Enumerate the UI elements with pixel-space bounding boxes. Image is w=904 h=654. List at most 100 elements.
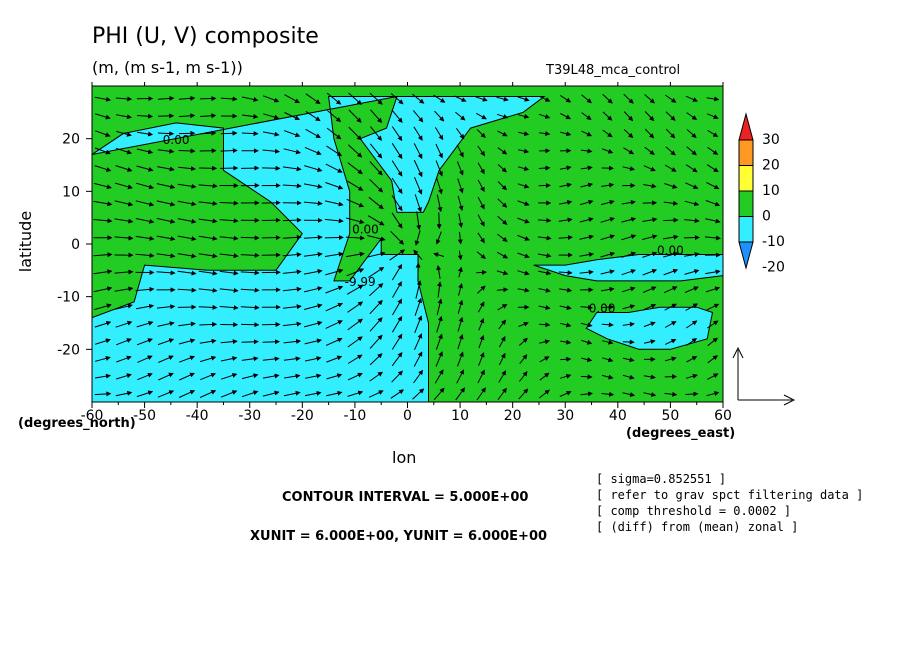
note-sigma: [ sigma=0.852551 ]	[596, 472, 727, 486]
wind-vector-272	[135, 235, 155, 241]
wind-vector-485	[199, 113, 217, 119]
wind-vector-435	[413, 143, 423, 160]
wind-vector-299	[704, 235, 721, 241]
wind-vector-42	[347, 372, 363, 381]
wind-vector-511	[115, 96, 133, 102]
wind-vector-472	[560, 131, 572, 137]
wind-vector-204	[600, 286, 615, 292]
wind-vector-150	[94, 303, 112, 311]
wind-vector-250	[303, 251, 323, 257]
wind-vector-394	[178, 166, 196, 172]
wind-vector-273	[156, 235, 176, 242]
wind-vector-185	[198, 287, 218, 293]
wind-vector-18	[476, 387, 486, 401]
wind-vector-201	[538, 287, 551, 293]
colorbar-label-2: 10	[762, 183, 780, 199]
wind-vector-450	[95, 130, 111, 137]
wind-vector-357	[663, 200, 679, 206]
colorbar-bottom-arrow	[738, 241, 754, 270]
wind-vector-481	[116, 114, 132, 120]
wind-vector-91	[116, 338, 132, 346]
wind-vector-443	[580, 148, 593, 154]
wind-vector-52	[559, 373, 572, 379]
wind-vector-404	[391, 160, 403, 177]
wind-vector-39	[284, 373, 301, 379]
wind-vector-84	[602, 357, 614, 363]
wind-vector-370	[303, 183, 323, 189]
wind-vector-28	[685, 391, 699, 397]
wind-vector-121	[115, 320, 133, 328]
wind-vector-81	[539, 356, 550, 363]
wind-vector-101	[325, 337, 343, 346]
wind-vector-36	[220, 373, 238, 380]
wind-vector-295	[621, 234, 637, 241]
wind-vector-119	[707, 337, 718, 347]
wind-vector-476	[644, 128, 655, 139]
wind-vector-451	[116, 130, 132, 137]
wind-vector-123	[157, 321, 175, 327]
wind-vector-226	[436, 265, 442, 279]
wind-vector-184	[177, 287, 197, 293]
wind-vector-466	[434, 127, 444, 141]
wind-vector-418	[685, 164, 698, 173]
wind-vector-11	[326, 390, 343, 397]
wind-vector-474	[602, 129, 613, 138]
wind-vector-386	[643, 183, 657, 189]
wind-vector-313	[367, 215, 385, 226]
wind-vector-346	[436, 194, 443, 213]
wind-vector-50	[519, 371, 528, 382]
wind-vector-152	[136, 303, 155, 310]
wind-vector-271	[114, 235, 134, 241]
wind-vector-114	[602, 339, 614, 345]
wind-vector-137	[457, 316, 464, 332]
wind-vector-53	[580, 374, 593, 380]
wind-vector-530	[517, 96, 530, 102]
wind-vector-217	[240, 270, 260, 276]
wind-vector-431	[326, 145, 343, 157]
wind-vector-532	[559, 94, 572, 103]
wind-vector-261	[537, 253, 552, 258]
wind-vector-436	[435, 143, 443, 159]
colorbar-label-5: -20	[762, 260, 785, 276]
wind-vector-211	[114, 269, 134, 275]
wind-vector-316	[436, 212, 442, 230]
wind-vector-520	[305, 93, 321, 105]
wind-vector-434	[391, 142, 403, 160]
wind-vector-390	[94, 165, 112, 172]
wind-vector-9	[283, 390, 301, 397]
wind-vector-468	[476, 129, 486, 138]
wind-vector-90	[94, 338, 111, 345]
wind-vector-24	[601, 391, 615, 397]
wind-vector-373	[369, 178, 384, 193]
wind-vector-411	[538, 165, 551, 171]
wind-vector-27	[664, 391, 678, 397]
wind-vector-327	[663, 217, 679, 223]
units-line: XUNIT = 6.000E+00, YUNIT = 6.000E+00	[250, 529, 548, 544]
wind-vector-320	[517, 217, 530, 224]
wind-vector-300	[93, 218, 113, 224]
wind-vector-347	[457, 195, 464, 211]
wind-vector-488	[263, 113, 280, 120]
wind-vector-254	[389, 249, 406, 261]
wind-vector-208	[684, 286, 699, 293]
wind-vector-85	[622, 357, 635, 363]
x-tick-label-6: 0	[403, 408, 412, 424]
wind-vector-235	[621, 269, 636, 276]
wind-vector-104	[391, 333, 403, 350]
wind-vector-210	[93, 269, 113, 275]
wind-vector-83	[581, 357, 593, 363]
wind-vector-193	[368, 283, 384, 297]
wind-vector-344	[391, 195, 403, 212]
wind-vector-221	[325, 268, 344, 276]
wind-vector-87	[664, 356, 677, 362]
wind-vector-439	[497, 147, 508, 155]
wind-vector-336	[219, 200, 239, 206]
wind-vector-293	[579, 234, 594, 240]
wind-vector-187	[240, 287, 260, 293]
wind-vector-371	[325, 182, 344, 190]
wind-vector-268	[684, 252, 700, 257]
wind-vector-176	[643, 303, 657, 311]
wind-vector-462	[348, 126, 362, 141]
wind-vector-14	[390, 389, 405, 399]
wind-vector-15	[412, 388, 425, 400]
